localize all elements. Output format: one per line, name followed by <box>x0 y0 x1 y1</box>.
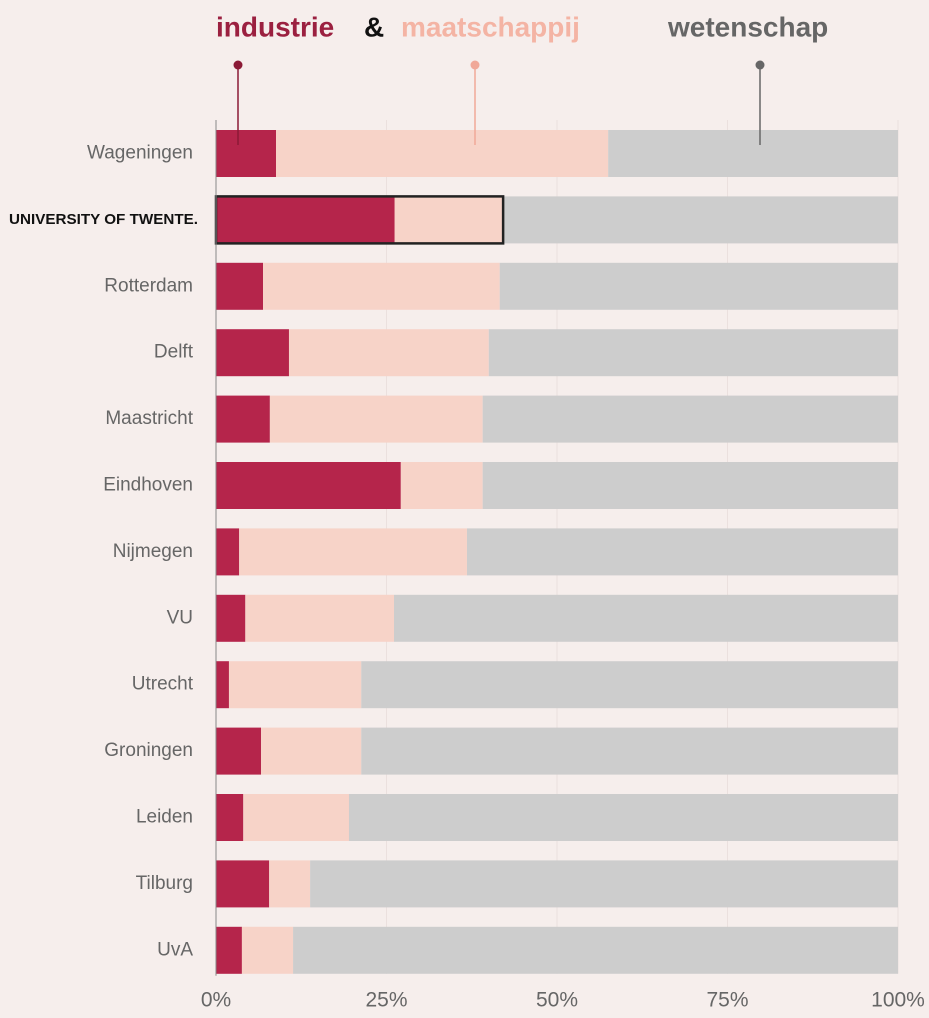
bar-segment <box>216 395 270 443</box>
bar-segment <box>269 860 311 908</box>
y-tick-label: Tilburg <box>136 873 193 894</box>
bar-segment <box>276 130 609 177</box>
bar-segment <box>293 926 898 974</box>
bar-segment <box>216 130 277 177</box>
x-tick-label: 25% <box>365 989 407 1012</box>
legend-dot <box>755 60 765 70</box>
bar-segment <box>361 727 898 775</box>
y-tick-label: Nijmegen <box>113 541 193 562</box>
legend-dot <box>470 60 480 70</box>
bar-segment <box>216 329 289 377</box>
bar-segment <box>216 262 264 310</box>
y-tick-label: Rotterdam <box>104 275 193 296</box>
bar-segment <box>394 196 504 244</box>
bar-segment <box>228 661 362 709</box>
bar-segment <box>216 860 270 908</box>
bar-segment <box>503 196 898 244</box>
bar-segment <box>216 794 244 841</box>
bar-segment <box>216 528 240 576</box>
y-tick-label: Delft <box>154 342 194 363</box>
bar-segment <box>310 860 899 908</box>
bar-segment <box>288 329 489 377</box>
legend-dot <box>233 60 243 70</box>
y-tick-label: Utrecht <box>132 674 194 695</box>
bar-segment <box>348 794 898 841</box>
legend-label: maatschappij <box>401 11 580 42</box>
bar-segment <box>216 926 242 974</box>
bar-segment <box>263 262 500 310</box>
bar-segment <box>239 528 467 576</box>
bar-segment <box>361 661 898 709</box>
bar-segment <box>216 196 395 244</box>
y-tick-label: Leiden <box>136 807 193 828</box>
bar-segment <box>216 594 246 642</box>
x-tick-label: 50% <box>536 989 578 1012</box>
y-tick-label: VU <box>167 607 193 628</box>
bar-segment <box>466 528 898 576</box>
bar-segment <box>482 462 898 509</box>
y-tick-label: UvA <box>157 939 193 960</box>
bar-segment <box>394 594 898 642</box>
bar-segment <box>241 926 294 974</box>
y-tick-label: Groningen <box>104 740 193 761</box>
y-tick-label: Eindhoven <box>103 475 193 496</box>
bar-segment <box>243 794 349 841</box>
bar-segment <box>269 395 483 443</box>
x-tick-label: 0% <box>201 989 231 1012</box>
y-tick-label: UNIVERSITY OF TWENTE. <box>9 211 198 228</box>
y-tick-label: Maastricht <box>105 408 193 429</box>
bar-segment <box>216 661 229 709</box>
bar-segment <box>482 395 898 443</box>
bar-segment <box>245 594 395 642</box>
bar-segment <box>261 727 362 775</box>
y-tick-label: Wageningen <box>87 143 193 164</box>
bar-segment <box>400 462 483 509</box>
bar-segment <box>608 130 898 177</box>
legend-label: industrie <box>216 11 334 42</box>
legend-label: wetenschap <box>667 11 828 42</box>
x-tick-label: 75% <box>706 989 748 1012</box>
legend-separator: & <box>364 11 384 42</box>
bar-segment <box>488 329 898 377</box>
bar-segment <box>216 727 262 775</box>
x-tick-label: 100% <box>871 989 925 1012</box>
bar-segment <box>499 262 898 310</box>
bar-segment <box>216 462 401 509</box>
